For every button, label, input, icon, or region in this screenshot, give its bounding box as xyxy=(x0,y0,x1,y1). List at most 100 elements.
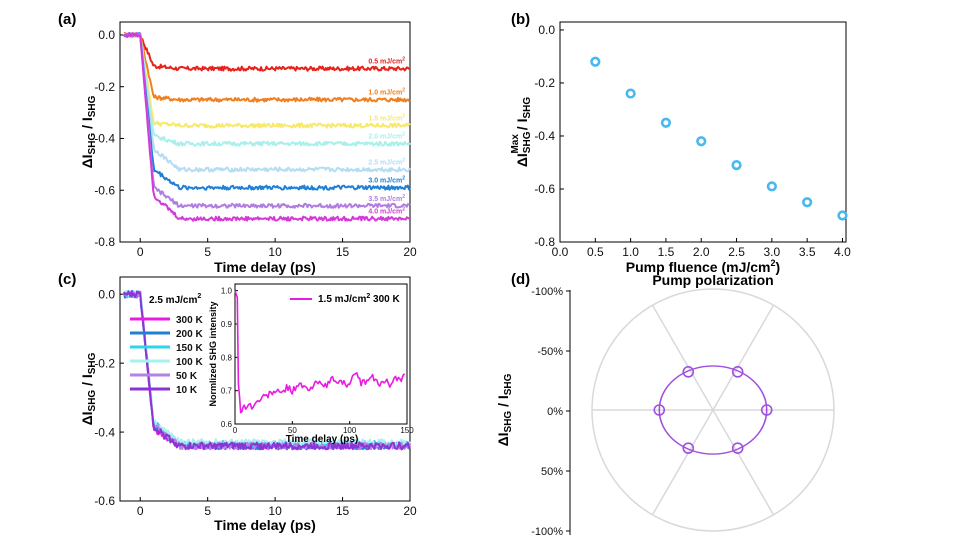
radial-tick-label: -100% xyxy=(531,286,563,298)
panel-d-polar-grid xyxy=(591,288,835,532)
panel-c-lines xyxy=(123,289,411,451)
series-label-6: 3.0 mJ/cm2 xyxy=(368,176,405,185)
y-tick-label: 0.0 xyxy=(98,287,115,301)
series-label-main: 2.5 mJ/cm xyxy=(368,160,402,167)
y-tick-label: -0.6 xyxy=(534,182,555,196)
panel-b-ticks: 0.0 0.5 1.0 1.5 2.0 2.5 3.0 3.5 4.0 0.0 -0.2 -0.4 -0… xyxy=(534,23,851,259)
inset-line xyxy=(234,290,406,414)
radial-tick-label: 0% xyxy=(547,406,563,418)
inset-y-tick-label: 0.9 xyxy=(221,320,233,329)
y-tick-label: -0.4 xyxy=(94,425,115,439)
x-tick-label: 4.0 xyxy=(834,245,851,259)
series-line-4 xyxy=(123,32,411,147)
series-label-1: 0.5 mJ/cm2 xyxy=(368,57,405,66)
radial-tick-label: -50% xyxy=(537,346,563,358)
y-tick-label: 0.0 xyxy=(98,28,115,42)
panel-c-ylabel: ΔISHG / ISHG xyxy=(79,352,98,425)
series-label-sup: 2 xyxy=(402,132,405,138)
series-label-2: 1.0 mJ/cm2 xyxy=(368,88,405,97)
panel-c: (c) 0 5 10 15 200.0-0.2-0.4-0.6 2.5 mJ/cm2 3… xyxy=(58,271,417,533)
series-line-3 xyxy=(123,32,411,129)
inset-y-tick-label: 1.0 xyxy=(221,287,233,296)
series-label-main: 3.5 mJ/cm xyxy=(368,196,402,203)
x-tick-label: 0.5 xyxy=(587,245,604,259)
series-label-main: 0.5 mJ/cm xyxy=(368,59,402,66)
inset-legend-end: 300 K xyxy=(370,294,400,305)
series-label-sup: 2 xyxy=(402,57,405,63)
data-point-3 xyxy=(660,117,672,128)
series-line-2 xyxy=(123,32,411,103)
data-point-8 xyxy=(837,210,848,221)
data-point-7 xyxy=(802,197,813,208)
panel-a-lines xyxy=(123,31,411,222)
x-tick-label: 2.0 xyxy=(693,245,710,259)
y-tick-label: -0.8 xyxy=(534,235,555,249)
data-point-1 xyxy=(590,56,601,67)
data-point-5 xyxy=(731,160,742,171)
panel-d-label: (d) xyxy=(511,271,530,288)
panel-b-ylabel: ΔISHGMax / ISHG xyxy=(510,97,533,168)
series-label-5: 2.5 mJ/cm2 xyxy=(368,158,405,167)
polar-fit-curve xyxy=(658,365,768,455)
series-line-8 xyxy=(123,32,411,222)
x-tick-label: 1.5 xyxy=(658,245,675,259)
data-point-2 xyxy=(625,88,636,99)
y-tick-label: -0.2 xyxy=(534,76,555,90)
panel-c-legend-title: 2.5 mJ/cm2 xyxy=(149,293,201,306)
series-label-3: 1.5 mJ/cm2 xyxy=(368,114,405,123)
inset-y-tick-label: 0.6 xyxy=(221,420,233,429)
panel-a: (a) 0 5 10 15 20 0.0 -0.2 -0.4 -0.6 -0.8 0.5 mJ/c… xyxy=(58,11,417,275)
panel-a-xlabel: Time delay (ps) xyxy=(214,259,316,275)
polar-point-1 xyxy=(760,404,773,416)
x-tick-label: 5 xyxy=(204,504,211,518)
legend-label-5: 50 K xyxy=(176,371,198,382)
series-line-6 xyxy=(123,32,411,191)
y-tick-label: -0.2 xyxy=(94,356,115,370)
panel-c-frame xyxy=(119,276,411,502)
inset-y-tick-label: 0.8 xyxy=(221,353,233,362)
series-line-1 xyxy=(123,32,410,72)
x-tick-label: 15 xyxy=(336,245,350,259)
legend-label-4: 100 K xyxy=(176,357,203,368)
panel-b-frame xyxy=(559,21,847,243)
legend-label-6: 10 K xyxy=(176,385,198,396)
series-label-7: 3.5 mJ/cm2 xyxy=(368,194,405,203)
series-label-8: 4.0 mJ/cm2 xyxy=(368,207,405,216)
series-line-5 xyxy=(123,31,411,173)
series-line-7 xyxy=(123,32,411,209)
y-tick-label: 0.0 xyxy=(538,23,555,37)
radial-tick-label: 50% xyxy=(541,466,563,478)
series-label-main: 1.0 mJ/cm xyxy=(368,90,402,97)
series-label-sup: 2 xyxy=(402,207,405,213)
inset-ticks: 0 50 100 150 0.6 0.7 0.8 0.9 1.0 xyxy=(221,287,414,435)
x-tick-label: 15 xyxy=(336,504,350,518)
panel-c-ticks: 0 5 10 15 200.0-0.2-0.4-0.6 xyxy=(94,287,417,518)
series-label-main: 1.5 mJ/cm xyxy=(368,116,402,123)
radial-tick-label: -100% xyxy=(531,526,563,537)
series-label-main: 2.0 mJ/cm xyxy=(368,134,402,141)
legend-label-3: 150 K xyxy=(176,343,203,354)
y-tick-label: -0.4 xyxy=(94,132,115,146)
panel-a-frame xyxy=(119,21,411,243)
panel-c-legend: 2.5 mJ/cm2 300 K 200 K 150 K 100 K 50 K 10 K xyxy=(130,293,203,396)
polar-point-6 xyxy=(731,442,744,454)
panel-d: (d) Pump polarization -100%-50%0%50%-100… xyxy=(495,271,835,537)
series-line-4 xyxy=(123,290,411,447)
inset-xlabel: Time delay (ps) xyxy=(286,434,359,445)
panel-d-data xyxy=(653,365,773,455)
x-tick-label: 5 xyxy=(204,245,211,259)
panel-b-xlabel-end: ) xyxy=(776,259,781,275)
y-tick-label: -0.8 xyxy=(94,235,115,249)
x-tick-label: 0.0 xyxy=(552,245,569,259)
series-label-sup: 2 xyxy=(402,194,405,200)
inset-series-line xyxy=(234,290,406,414)
x-tick-label: 20 xyxy=(403,504,417,518)
panel-b-xlabel-sup: 2 xyxy=(771,258,776,268)
y-tick-label: -0.2 xyxy=(94,80,115,94)
panel-d-ticks: -100% -50% 0% 50% -100% xyxy=(531,286,570,537)
panel-a-label: (a) xyxy=(58,11,76,28)
inset-x-tick-label: 100 xyxy=(343,426,357,435)
panel-c-xlabel: Time delay (ps) xyxy=(214,517,316,533)
x-tick-label: 0 xyxy=(137,245,144,259)
